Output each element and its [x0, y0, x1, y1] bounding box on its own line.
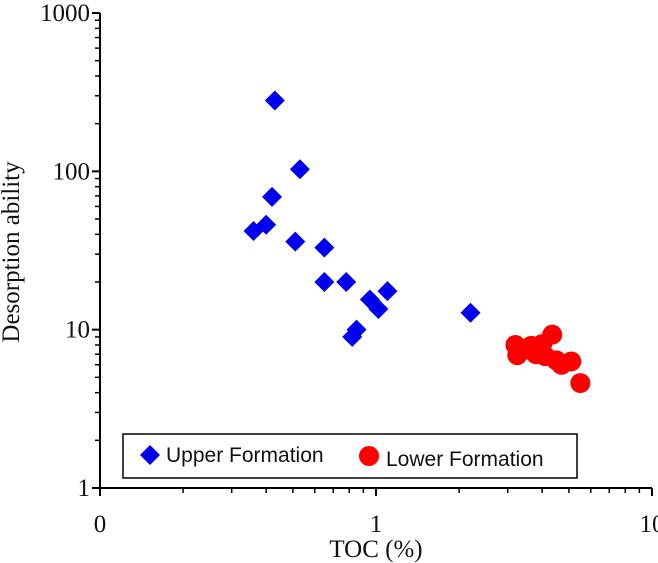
legend-marker-lower-formation	[359, 446, 379, 466]
upper-formation-point-12	[377, 281, 398, 302]
axes	[99, 13, 652, 489]
x-tick-label-10: 10	[640, 511, 658, 538]
upper-formation-point-15	[460, 302, 481, 323]
lower-formation-point-11	[561, 351, 582, 372]
upper-formation-point-3	[262, 186, 283, 207]
y-tick-label-1000: 1000	[40, 0, 90, 27]
upper-formation-point-2	[289, 159, 310, 180]
upper-formation-point-5	[256, 214, 277, 235]
y-axis-title: Desorption ability	[0, 161, 25, 343]
lower-formation-point-8	[542, 324, 563, 345]
upper-formation-point-7	[314, 237, 335, 258]
x-axis-title: TOC (%)	[329, 536, 422, 563]
y-tick-label-1: 1	[78, 475, 91, 502]
upper-formation-point-6	[285, 231, 306, 252]
upper-formation-point-14	[342, 326, 363, 347]
minor-ticks	[95, 19, 641, 493]
legend: Upper Formation Lower Formation	[122, 433, 578, 479]
x-tick-label-1: 1	[370, 511, 383, 538]
upper-formation-point-8	[314, 272, 335, 293]
upper-formation-point-11	[368, 299, 389, 320]
legend-marker-upper-formation	[140, 445, 160, 465]
legend-label-upper-formation: Upper Formation	[166, 444, 324, 467]
lower-formation-point-12	[570, 373, 591, 394]
y-tick-label-100: 100	[53, 158, 91, 185]
major-ticks	[92, 12, 653, 496]
legend-label-lower-formation: Lower Formation	[386, 448, 544, 471]
upper-formation-point-1	[264, 90, 285, 111]
x-tick-label-0: 0	[94, 511, 107, 538]
legend-box	[122, 433, 578, 479]
y-tick-label-10: 10	[65, 317, 90, 344]
upper-formation-point-9	[336, 272, 357, 293]
data-points	[243, 90, 591, 394]
